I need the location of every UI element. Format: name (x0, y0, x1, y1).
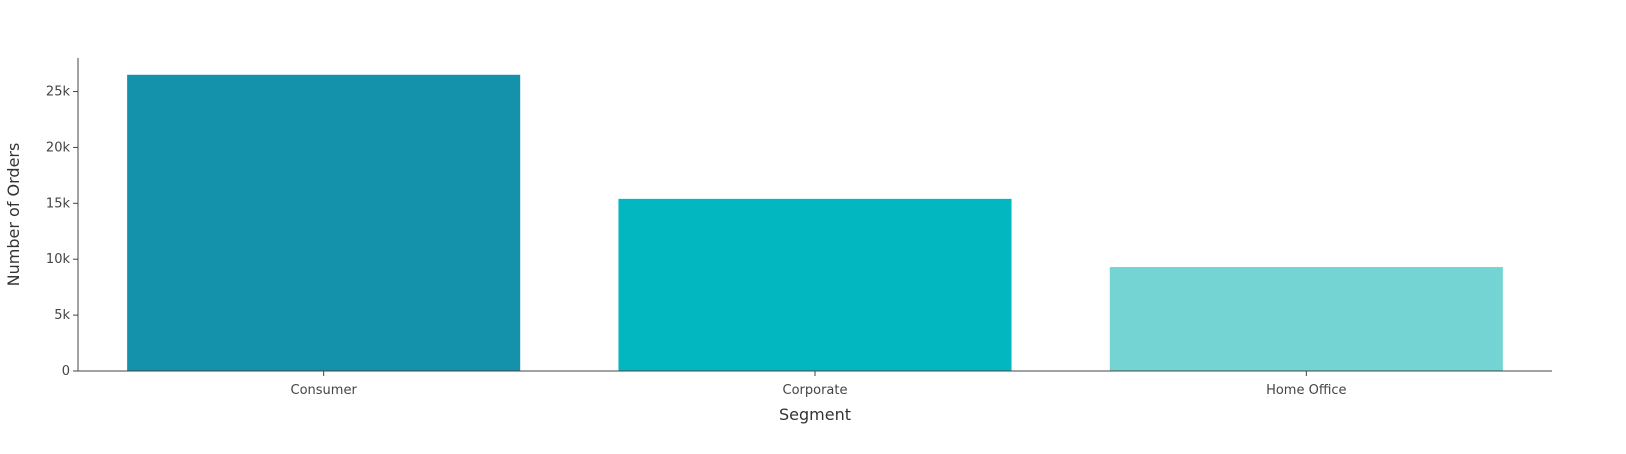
bars-layer (127, 74, 1503, 372)
y-tick-label: 0 (62, 364, 70, 379)
bar-corporate[interactable] (618, 198, 1012, 371)
y-tick-label: 20k (46, 140, 71, 155)
y-tick-label: 10k (46, 252, 71, 267)
x-axis-title: Segment (779, 405, 851, 424)
y-axis-title: Number of Orders (4, 143, 23, 287)
y-axis: 0 5k 10k 15k 20k 25k (46, 85, 78, 379)
y-tick-label: 5k (54, 308, 70, 323)
x-tick-label: Consumer (291, 383, 358, 398)
bar-home-office[interactable] (1109, 267, 1503, 371)
x-tick-label: Home Office (1266, 383, 1346, 398)
x-tick-label: Corporate (783, 383, 848, 398)
y-tick-label: 15k (46, 196, 71, 211)
y-tick-label: 25k (46, 85, 71, 100)
bar-consumer[interactable] (127, 74, 521, 372)
x-axis: Consumer Corporate Home Office (291, 371, 1347, 398)
